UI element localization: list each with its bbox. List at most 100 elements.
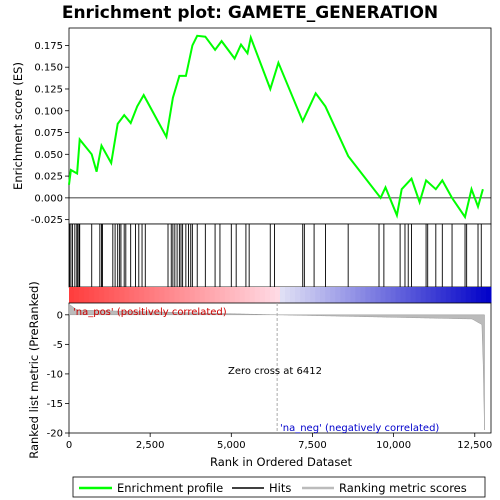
enrichment-y-label: Enrichment score (ES) (11, 62, 25, 190)
heat-bar-segment (350, 287, 356, 303)
heat-bar-segment (420, 287, 427, 303)
heat-bar-segment (375, 287, 381, 303)
heat-bar-segment (455, 287, 462, 303)
ranked-x-tick-label: 12,500 (457, 440, 492, 451)
heat-bar-segment (169, 287, 175, 303)
enrichment-y-tick-label: 0.050 (34, 150, 63, 161)
enrichment-frame (68, 27, 492, 225)
heat-bar-segment (485, 287, 492, 303)
heat-bar-segment (475, 287, 482, 303)
heat-bar-segment (239, 287, 246, 303)
enrichment-profile-line (68, 34, 484, 220)
enrichment-y-tick-label: 0.125 (34, 84, 63, 95)
legend-hits-label: Hits (269, 481, 291, 495)
heat-bar-segment (154, 287, 160, 303)
ranked-y-tick-label: -5 (53, 340, 63, 351)
hits-panel (68, 223, 492, 288)
heat-bar-segment (134, 287, 140, 303)
heat-bar-segment (249, 287, 256, 303)
heat-bar-segment (425, 287, 432, 303)
heat-bar-segment (254, 287, 261, 303)
heat-bar-segment (340, 287, 346, 303)
heat-bar-segment (269, 287, 276, 303)
heat-bar-segment (285, 287, 291, 303)
heat-bar-segment (325, 287, 331, 303)
heat-bar-segment (94, 287, 100, 303)
heat-bar-segment (360, 287, 366, 303)
heat-bar-segment (450, 287, 457, 303)
hit-markers (69, 224, 482, 287)
heat-bar-segment (315, 287, 321, 303)
ranked-y-tick-label: -10 (47, 369, 63, 380)
heat-bar-segment (194, 287, 201, 303)
heat-bar-segment (400, 287, 407, 303)
ranked-x-label: Rank in Ordered Dataset (210, 455, 353, 469)
heat-bar-segment (290, 287, 296, 303)
heat-bar-segment (370, 287, 376, 303)
heat-bar-segment (430, 287, 437, 303)
enrichment-y-tick-label: 0.100 (34, 106, 63, 117)
ranked-y-label: Ranked list metric (PreRanked) (27, 281, 41, 459)
heat-bar-segment (89, 287, 95, 303)
heat-bar-segment (460, 287, 467, 303)
ranked-y-tick-label: -15 (47, 399, 63, 410)
enrichment-y-tick-label: 0.150 (34, 63, 63, 74)
legend-box (72, 476, 486, 498)
heat-bar-segment (435, 287, 442, 303)
heat-bar-segment (244, 287, 251, 303)
heat-bar-segment (174, 287, 181, 303)
heat-bar-segment (114, 287, 120, 303)
heat-bar-segment (99, 287, 105, 303)
heat-bar-segment (310, 287, 316, 303)
ranked-x-tick-label: 5,000 (217, 440, 246, 451)
heat-bar-segment (214, 287, 221, 303)
heat-bar-segment (74, 287, 80, 303)
heat-bar-segment (470, 287, 477, 303)
enrichment-y-tick-label: 0.075 (34, 128, 63, 139)
legend: Enrichment profile Hits Ranking metric s… (72, 476, 486, 498)
heat-bar-segment (259, 287, 266, 303)
rank-heat-bar (69, 287, 492, 303)
ranked-x-ticks: 0 2,500 5,000 7,500 10,000 12,500 (66, 433, 492, 451)
heat-bar-segment (199, 287, 206, 303)
ranked-x-tick-label: 7,500 (298, 440, 327, 451)
heat-bar-segment (229, 287, 236, 303)
heat-bar-segment (295, 287, 301, 303)
heat-bar-segment (280, 287, 286, 303)
ranked-metric-panel: 0 -5 -10 -15 -20 0 2,500 5,000 7,500 10,000 12,50… (27, 281, 492, 469)
heat-bar-segment (300, 287, 306, 303)
enrichment-y-tick-label: 0.025 (34, 172, 63, 183)
heat-bar-segment (204, 287, 211, 303)
heat-bar-segment (219, 287, 226, 303)
heat-bar-segment (274, 287, 281, 303)
enrichment-y-tick-label: 0.175 (34, 41, 63, 52)
heat-bar-segment (234, 287, 241, 303)
ranked-y-tick-label: -20 (47, 429, 63, 440)
heat-bar-segment (109, 287, 115, 303)
heat-bar-segment (345, 287, 351, 303)
enrichment-y-tick-label: -0.025 (31, 215, 63, 226)
legend-profile-label: Enrichment profile (117, 481, 223, 495)
heat-bar-segment (335, 287, 341, 303)
heat-bar-segment (355, 287, 361, 303)
enrichment-panel: -0.025 0.000 0.025 0.050 0.075 0.100 0.125 0.15… (11, 27, 492, 226)
heat-bar-segment (380, 287, 386, 303)
enrichment-y-tick-label: 0.000 (34, 193, 63, 204)
heat-bar-segment (410, 287, 417, 303)
heat-bar-segment (395, 287, 402, 303)
legend-metric-label: Ranking metric scores (339, 481, 467, 495)
heat-bar-segment (119, 287, 125, 303)
negative-correlation-label: 'na_neg' (negatively correlated) (280, 423, 439, 434)
heat-bar-segment (480, 287, 487, 303)
heat-bar-segment (405, 287, 412, 303)
ranked-y-ticks: 0 -5 -10 -15 -20 (47, 310, 69, 440)
heat-bar-segment (209, 287, 216, 303)
heat-bar-segment (465, 287, 472, 303)
heat-bar-segment (320, 287, 326, 303)
heat-bar-segment (159, 287, 165, 303)
chart-title: Enrichment plot: GAMETE_GENERATION (62, 3, 438, 23)
heat-bar-segment (104, 287, 110, 303)
heat-bar-segment (189, 287, 196, 303)
heat-bar-segment (440, 287, 447, 303)
